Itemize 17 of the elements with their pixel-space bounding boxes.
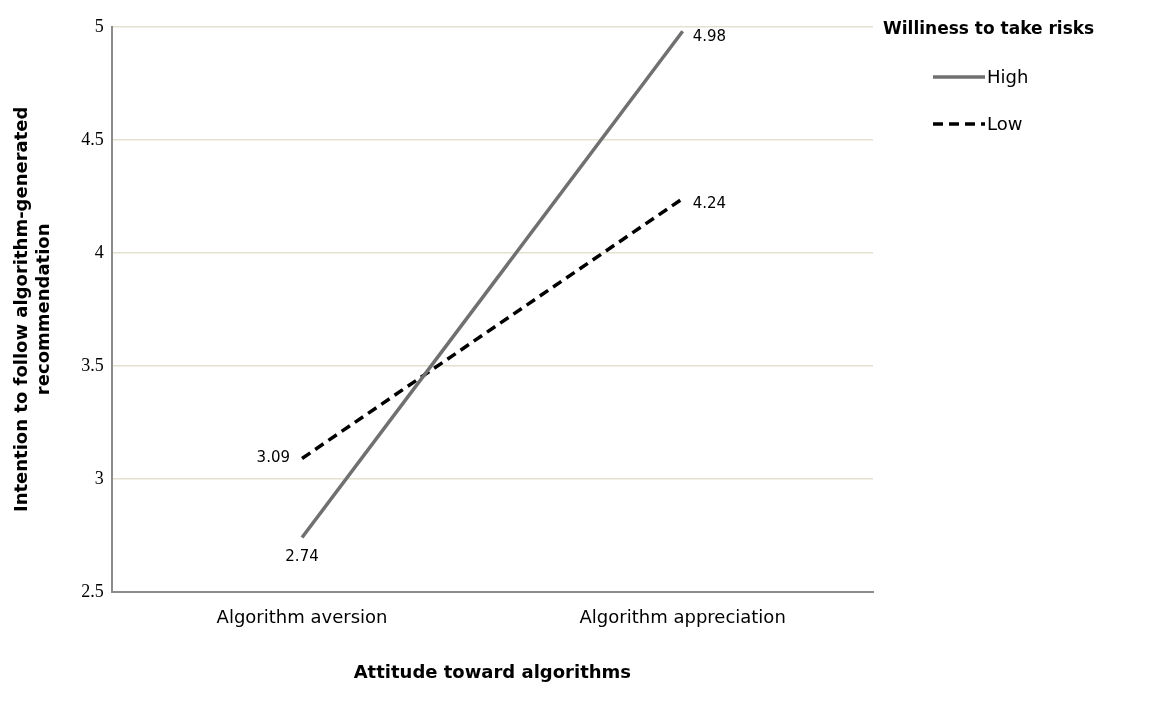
data-label: 2.74 <box>285 546 319 565</box>
y-tick-label: 5 <box>94 15 104 36</box>
data-label: 4.98 <box>692 27 727 46</box>
y-tick-label: 2.5 <box>81 580 104 601</box>
x-axis-title: Attitude toward algorithms <box>353 660 632 682</box>
legend-label: High <box>987 66 1029 87</box>
legend-title: Williness to take risks <box>883 18 1095 38</box>
y-tick-label: 4 <box>94 241 104 262</box>
y-tick-label: 4.5 <box>81 128 104 149</box>
y-tick-label: 3 <box>94 467 104 488</box>
data-label: 3.09 <box>256 448 291 467</box>
data-label: 4.24 <box>692 194 727 213</box>
y-tick-label: 3.5 <box>81 354 104 375</box>
x-tick-label: Algorithm appreciation <box>579 606 786 628</box>
y-axis-title: Intention to follow algorithm-generated recommendation <box>10 106 54 513</box>
x-tick-label: Algorithm aversion <box>216 606 388 628</box>
legend-label: Low <box>987 113 1023 134</box>
